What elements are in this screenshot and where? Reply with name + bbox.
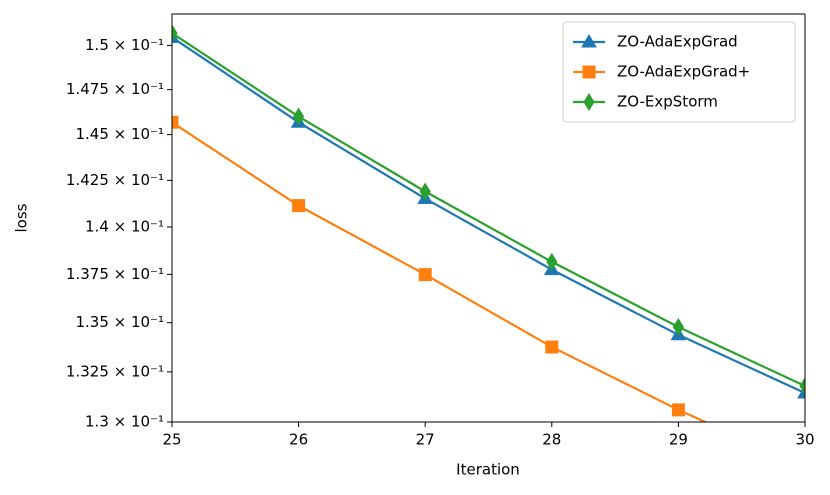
marker	[583, 93, 595, 111]
y-tick-label: 1.375 × 10⁻¹	[66, 265, 164, 283]
y-tick-label: 1.425 × 10⁻¹	[66, 171, 164, 189]
plot-area	[172, 24, 805, 422]
marker	[292, 199, 306, 213]
marker	[799, 377, 805, 395]
marker	[581, 34, 597, 48]
marker	[546, 252, 558, 271]
x-tick-label: 27	[416, 431, 435, 449]
marker	[797, 385, 805, 399]
marker	[582, 65, 596, 79]
marker	[172, 24, 178, 43]
series-line	[172, 121, 708, 422]
axes-frame	[171, 13, 806, 423]
y-tick-label: 1.5 × 10⁻¹	[85, 36, 164, 54]
marker	[172, 115, 179, 129]
legend-label: ZO-AdaExpGrad+	[617, 63, 750, 81]
marker	[293, 107, 305, 126]
legend-label: ZO-ExpStorm	[617, 93, 718, 111]
y-tick-label: 1.35 × 10⁻¹	[75, 313, 164, 331]
x-tick-label: 25	[162, 431, 181, 449]
marker	[545, 340, 559, 354]
y-tick-label: 1.45 × 10⁻¹	[75, 125, 164, 143]
y-tick-label: 1.475 × 10⁻¹	[66, 80, 164, 98]
x-axis-label: Iteration	[456, 461, 520, 479]
marker	[419, 182, 431, 201]
y-tick-label: 1.325 × 10⁻¹	[66, 362, 164, 380]
x-tick-label: 30	[795, 431, 814, 449]
y-tick-label: 1.4 × 10⁻¹	[85, 217, 164, 235]
legend-box	[562, 21, 796, 123]
y-tick-label: 1.3 × 10⁻¹	[85, 413, 164, 431]
y-axis-label: loss	[13, 203, 31, 232]
x-tick-label: 28	[542, 431, 561, 449]
legend-label: ZO-AdaExpGrad	[617, 33, 738, 51]
marker	[418, 268, 432, 282]
x-tick-label: 29	[669, 431, 688, 449]
x-tick-label: 26	[289, 431, 308, 449]
series-line	[172, 32, 805, 388]
marker	[671, 403, 685, 417]
marker	[672, 318, 684, 336]
series-line	[172, 36, 805, 395]
